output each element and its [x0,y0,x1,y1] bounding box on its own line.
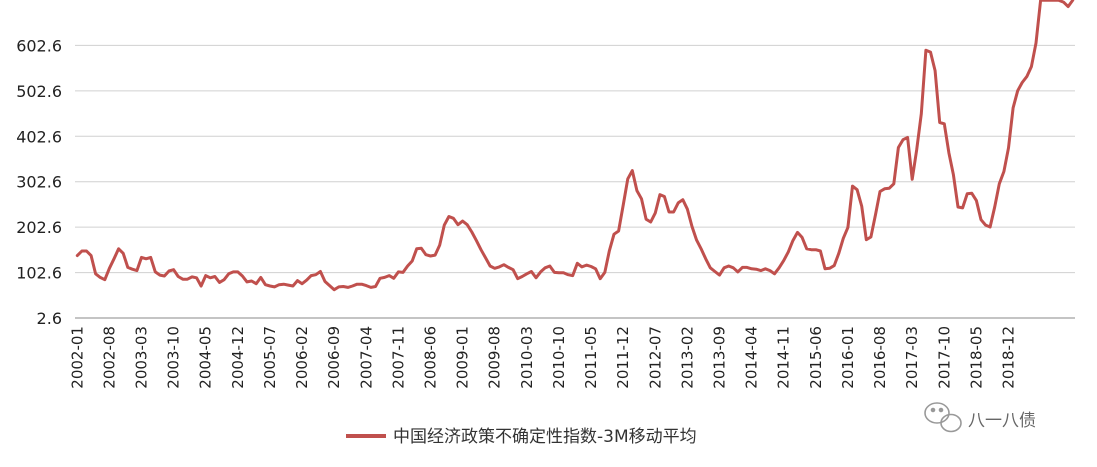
x-tick-label: 2009-01 [454,326,472,389]
x-tick-label: 2018-05 [967,326,985,389]
x-tick-label: 2006-02 [293,326,311,389]
x-tick-label: 2002-01 [68,326,86,389]
x-tick-label: 2018-12 [999,326,1017,389]
x-tick-label: 2005-07 [261,326,279,389]
watermark-text: 八一八债 [968,411,1036,431]
x-tick-label: 2007-04 [357,326,375,389]
x-tick-label: 2003-10 [165,326,183,389]
y-tick-label: 602.6 [16,36,62,55]
y-tick-label: 302.6 [16,173,62,192]
series-layer [75,0,1075,292]
legend: 中国经济政策不确定性指数-3M移动平均 [346,427,697,447]
y-tick-label: 2.6 [37,309,62,328]
x-tick-label: 2017-03 [903,326,921,389]
y-tick-label: 202.6 [16,218,62,237]
x-tick-label: 2011-05 [582,326,600,389]
gridlines [75,44,1075,274]
x-tick-label: 2009-08 [486,326,504,389]
y-tick-label: 102.6 [16,264,62,283]
x-tick-label: 2014-04 [743,326,761,389]
x-tick-label: 2016-08 [871,326,889,389]
x-tick-label: 2004-12 [229,326,247,389]
x-tick-label: 2008-06 [422,326,440,389]
x-tick-label: 2013-02 [678,326,696,389]
wechat-icon [924,402,962,433]
x-tick-label: 2012-07 [646,326,664,389]
x-tick-label: 2014-11 [775,326,793,389]
y-axis-tick-labels: 2.6 102.6 202.6 302.6 402.6 502.6 602.6 [16,36,62,328]
legend-label: 中国经济政策不确定性指数-3M移动平均 [393,427,697,447]
series-line [75,0,1075,292]
x-axis-tick-labels: 2002-01 2002-08 2003-03 2003-10 2004-05 2004-… [68,326,1017,389]
x-tick-label: 2011-12 [614,326,632,389]
x-tick-label: 2017-10 [935,326,953,389]
x-tick-label: 2007-11 [389,326,407,389]
x-tick-label: 2003-03 [133,326,151,389]
x-tick-label: 2016-01 [839,326,857,389]
y-tick-label: 402.6 [16,127,62,146]
watermark: 八一八债 [924,402,1036,433]
x-tick-label: 2015-06 [807,326,825,389]
x-tick-label: 2010-03 [518,326,536,389]
x-tick-label: 2004-05 [197,326,215,389]
x-tick-label: 2006-09 [325,326,343,389]
x-tick-label: 2013-09 [710,326,728,389]
x-tick-label: 2010-10 [550,326,568,389]
y-tick-label: 502.6 [16,82,62,101]
x-tick-label: 2002-08 [100,326,118,389]
